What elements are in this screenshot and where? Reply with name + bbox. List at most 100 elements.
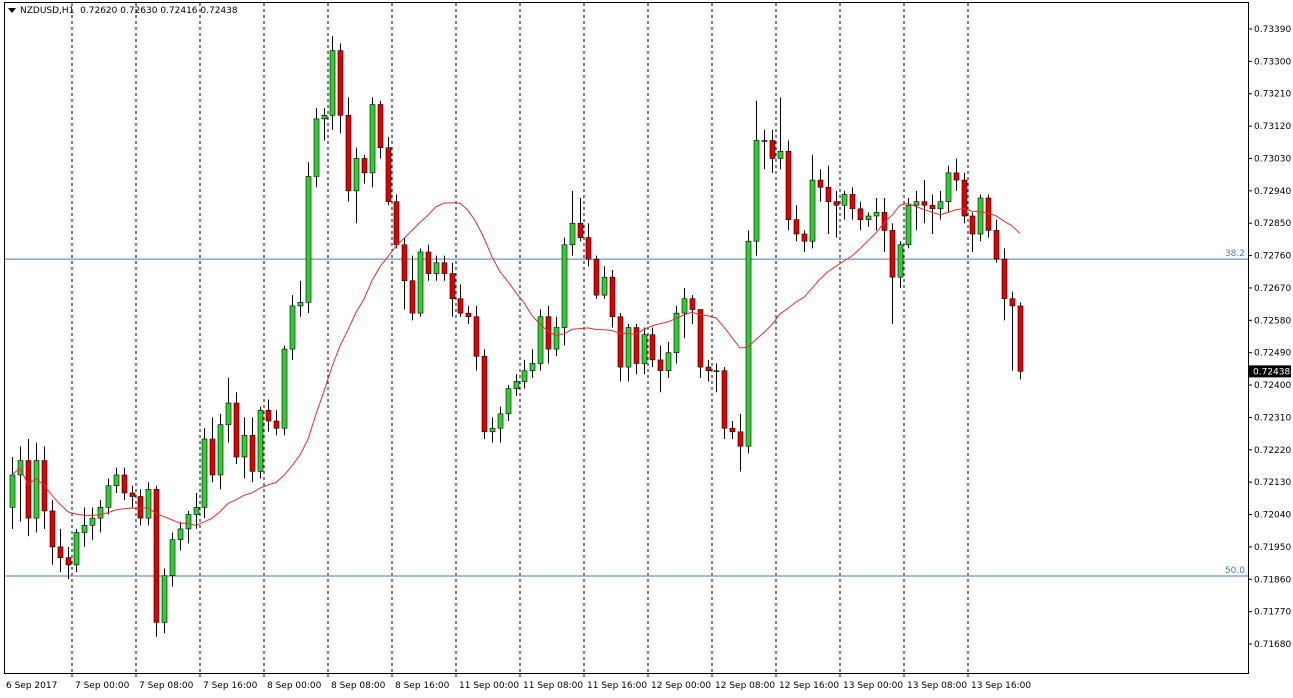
bull-candle-body [33, 460, 40, 519]
bull-candle-body [105, 485, 112, 508]
candle [817, 169, 824, 202]
candle [593, 255, 600, 299]
bull-candle-body [113, 474, 120, 487]
candle [385, 136, 392, 206]
bear-candle-body [833, 201, 840, 206]
candle [217, 413, 224, 490]
candle [705, 359, 712, 382]
bear-candle-body [825, 186, 832, 202]
chart-menu-triangle-icon[interactable] [8, 8, 16, 13]
candle [33, 442, 40, 533]
candle [313, 108, 320, 188]
bear-candle-body [265, 409, 272, 422]
candle [241, 417, 248, 479]
candle [561, 237, 568, 346]
bull-candle-body [745, 240, 752, 447]
candle [1009, 291, 1016, 371]
candle [457, 284, 464, 317]
candle [129, 485, 136, 508]
candle [977, 194, 984, 242]
bear-candle-body [385, 147, 392, 202]
candle [1017, 302, 1024, 380]
bear-candle-body [473, 316, 480, 357]
candle [737, 413, 744, 472]
candle [25, 439, 32, 537]
time-axis[interactable]: 6 Sep 2017 7 Sep 00:00 7 Sep 08:00 7 Sep 16… [6, 673, 1031, 691]
candle [249, 417, 256, 483]
candle [569, 190, 576, 256]
x-tick-label: 12 Sep 16:00 [779, 681, 839, 691]
candle [529, 349, 536, 378]
bull-candle-body [641, 334, 648, 364]
candle [401, 237, 408, 310]
candle [97, 500, 104, 533]
bull-candle-body [225, 402, 232, 425]
x-tick-label: 8 Sep 16:00 [395, 681, 450, 691]
bull-candle-body [433, 262, 440, 274]
x-tick-label: 11 Sep 16:00 [587, 681, 647, 691]
y-tick-label: 0.71950 [1254, 543, 1291, 553]
candle [65, 546, 72, 580]
bear-candle-body [769, 140, 776, 159]
y-tick-label: 0.73300 [1254, 57, 1291, 67]
candle [521, 359, 528, 389]
candle [465, 305, 472, 324]
candle [505, 385, 512, 422]
candle [641, 327, 648, 375]
bull-candle-body [569, 222, 576, 246]
candle [697, 309, 704, 378]
candle [425, 244, 432, 281]
y-tick-label: 0.71770 [1254, 608, 1291, 618]
candle [377, 100, 384, 159]
bear-candle-body [801, 233, 808, 242]
candle [289, 295, 296, 360]
candle [905, 198, 912, 249]
x-tick-label: 12 Sep 08:00 [715, 681, 775, 691]
candle [649, 327, 656, 368]
candle [361, 154, 368, 184]
bear-candle-body [361, 158, 368, 174]
bear-candle-body [697, 309, 704, 368]
candle [233, 392, 240, 465]
candle [937, 190, 944, 220]
bear-candle-body [1009, 298, 1016, 307]
candle [601, 266, 608, 299]
candle [961, 172, 968, 224]
bear-candle-body [961, 179, 968, 217]
price-axis[interactable]: 0.73390 0.73300 0.73210 0.73120 0.73030 0.729… [1248, 25, 1291, 650]
candle [633, 323, 640, 375]
candle [257, 406, 264, 479]
bear-candle-body [153, 489, 160, 623]
bear-candle-body [577, 222, 584, 238]
bull-candle-body [177, 528, 184, 541]
bull-candle-body [305, 176, 312, 303]
candle [209, 417, 216, 483]
candle [345, 97, 352, 202]
y-tick-label: 0.72850 [1254, 219, 1291, 229]
ohlc-readout: 0.72620 0.72630 0.72416 0.72438 [80, 6, 238, 16]
bull-candle-body [977, 197, 984, 235]
bull-candle-body [809, 179, 816, 242]
candle [865, 212, 872, 227]
bull-candle-body [865, 215, 872, 220]
candle [337, 43, 344, 134]
candle [321, 108, 328, 141]
bear-candle-body [25, 460, 32, 519]
candle [849, 187, 856, 220]
chart-header: NZDUSD,H1 0.72620 0.72630 0.72416 0.7243… [8, 6, 238, 16]
bull-candle-body [145, 489, 152, 519]
y-tick-label: 0.72580 [1254, 316, 1291, 326]
candle [841, 190, 848, 220]
symbol-label: NZDUSD,H1 [20, 6, 75, 16]
candle [201, 428, 208, 519]
bear-candle-body [729, 427, 736, 433]
bear-candle-body [409, 280, 416, 314]
bull-candle-body [89, 517, 96, 526]
bull-candle-body [9, 474, 16, 508]
bear-candle-body [721, 370, 728, 429]
candle [193, 492, 200, 529]
bear-candle-body [121, 474, 128, 494]
y-tick-label: 0.73210 [1254, 90, 1291, 100]
bull-candle-body [513, 381, 520, 389]
